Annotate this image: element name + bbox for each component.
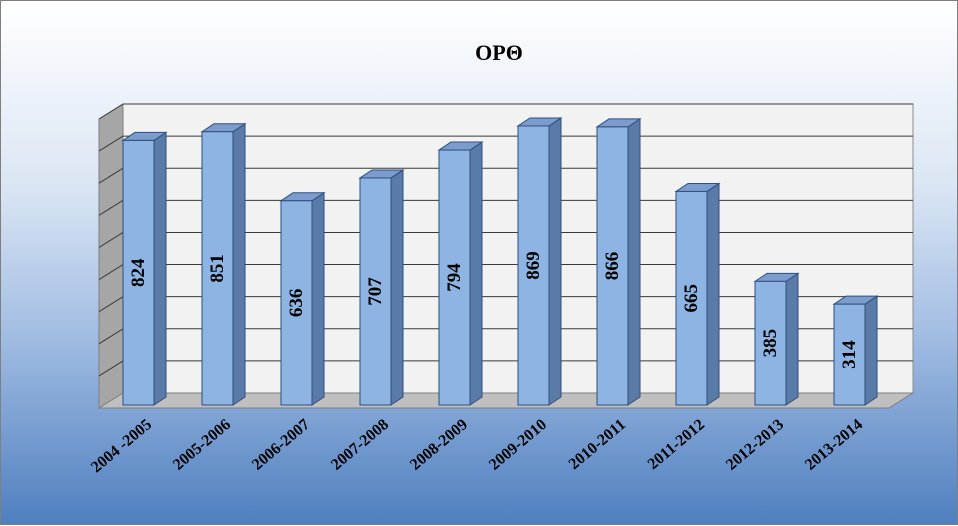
- bar: [754, 280, 787, 406]
- bar: [833, 303, 866, 406]
- bar: [517, 125, 550, 406]
- bar-side: [627, 117, 641, 406]
- gridline-side: [98, 232, 124, 248]
- bar-value-label: 794: [444, 263, 465, 292]
- bar-side: [548, 117, 562, 406]
- gridline-side: [98, 199, 124, 216]
- bar-side: [864, 295, 878, 406]
- x-tick-label: 2005-2006: [170, 416, 234, 474]
- bar-side: [311, 191, 325, 406]
- gridline-side: [98, 328, 124, 345]
- x-tick-label: 2007-2008: [328, 416, 392, 474]
- bar: [122, 139, 155, 406]
- gridline-side: [98, 264, 124, 280]
- x-tick-label: 2010-2011: [566, 416, 629, 473]
- bar: [201, 131, 234, 406]
- bar-value-label: 824: [128, 258, 149, 287]
- bar: [438, 149, 471, 406]
- bar: [359, 177, 392, 406]
- bar-side: [469, 141, 483, 406]
- bar-side: [390, 169, 404, 406]
- x-tick-label: 2004 -2005: [88, 416, 155, 476]
- chart-title: ΟΡΘ: [475, 40, 523, 65]
- chart-plot-area: 824 2004 -2005 851 2005-2006 636 2006-2007 707…: [88, 103, 915, 476]
- bar-value-label: 866: [602, 252, 623, 281]
- x-tick-label: 2009-2010: [486, 416, 550, 474]
- bar-side: [232, 122, 246, 406]
- gridline-side: [98, 296, 124, 313]
- x-tick-label: 2013-2014: [802, 416, 866, 474]
- bar-side: [153, 131, 167, 406]
- bar: [280, 200, 313, 406]
- bar-value-label: 665: [681, 284, 702, 313]
- chart-side-wall: [98, 103, 124, 409]
- bar: [596, 126, 629, 406]
- gridline-side: [98, 103, 124, 120]
- bar-value-label: 636: [286, 289, 307, 318]
- x-tick-label: 2008-2009: [407, 416, 471, 474]
- bar-value-label: 851: [207, 254, 228, 283]
- x-tick-label: 2012-2013: [723, 416, 787, 474]
- x-tick-label: 2006-2007: [249, 416, 313, 474]
- gridline-side: [98, 167, 124, 184]
- x-tick-label: 2011-2012: [645, 416, 708, 473]
- bar-side: [785, 272, 799, 406]
- bar-value-label: 385: [760, 329, 781, 358]
- gridline-side: [98, 360, 124, 377]
- bar-value-label: 314: [839, 340, 860, 369]
- gridline-side: [98, 135, 124, 152]
- bar: [675, 190, 708, 406]
- bar-side: [706, 182, 720, 406]
- bar-value-label: 707: [365, 277, 386, 306]
- bar-value-label: 869: [523, 251, 544, 280]
